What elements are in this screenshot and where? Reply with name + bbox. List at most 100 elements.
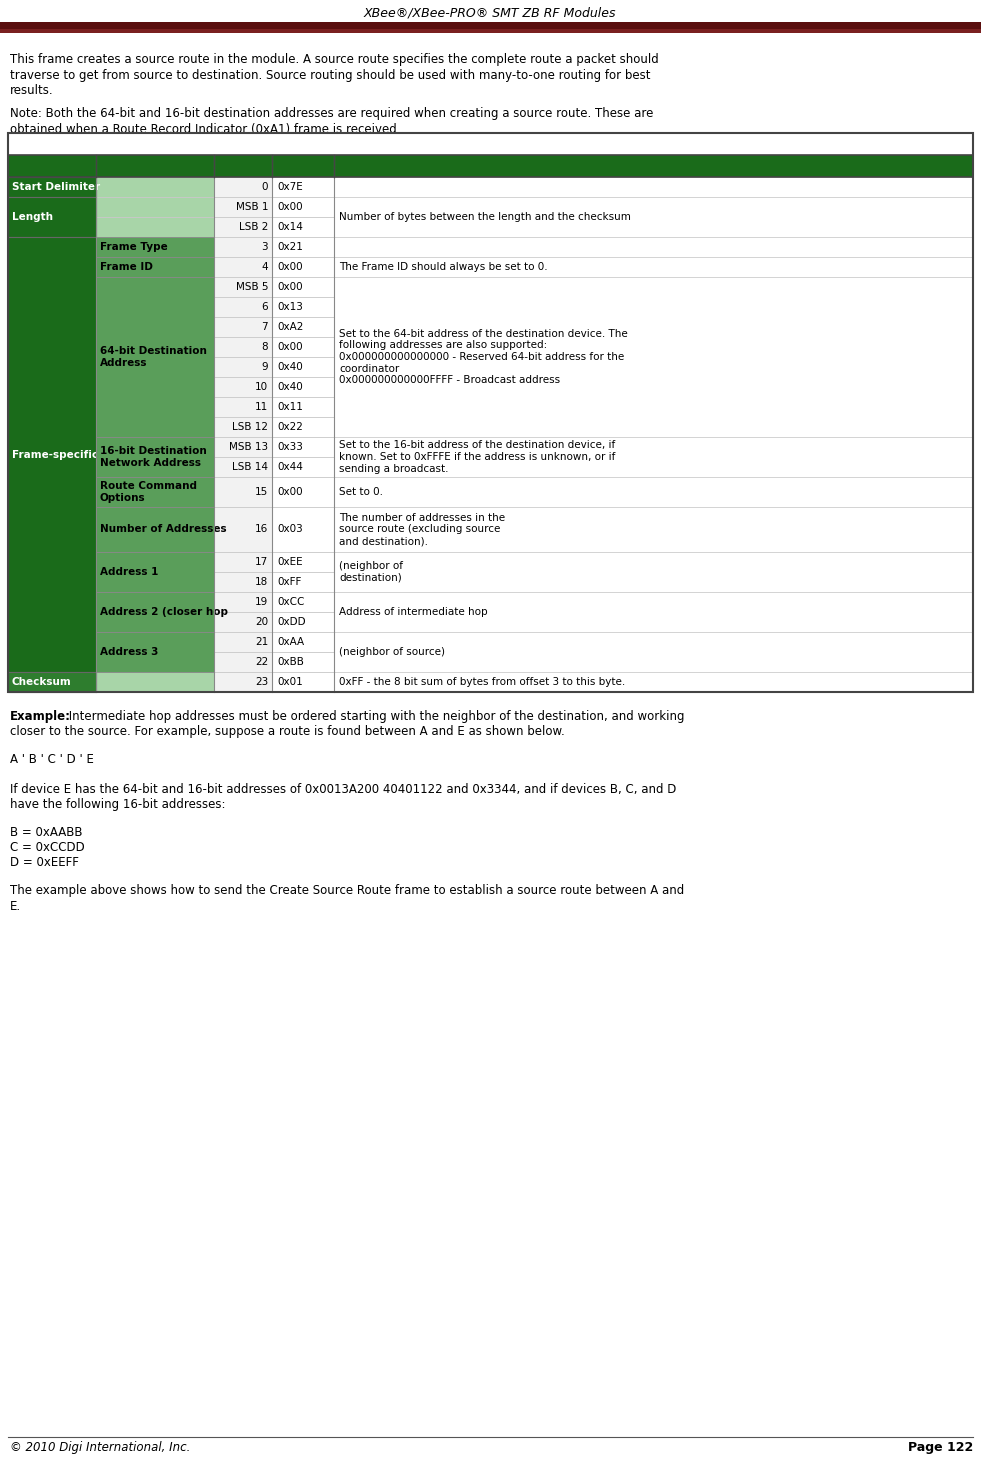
Bar: [334, 277, 973, 437]
Bar: [8, 196, 96, 237]
Bar: [334, 196, 973, 237]
Bar: [8, 672, 96, 691]
Text: 21: 21: [255, 637, 268, 648]
Text: 18: 18: [255, 577, 268, 587]
Text: obtained when a Route Record Indicator (0xA1) frame is received.: obtained when a Route Record Indicator (…: [10, 123, 400, 135]
Bar: [334, 237, 973, 256]
Text: 0x00: 0x00: [277, 486, 302, 497]
Text: 16-bit Destination
Network Address: 16-bit Destination Network Address: [100, 447, 207, 467]
Bar: [96, 507, 214, 552]
Bar: [96, 297, 214, 316]
Text: 0x00: 0x00: [277, 281, 302, 292]
Bar: [334, 507, 973, 552]
Text: Number of bytes between the length and the checksum: Number of bytes between the length and t…: [339, 212, 631, 223]
Bar: [8, 237, 96, 672]
Bar: [272, 217, 334, 237]
Bar: [272, 397, 334, 418]
Text: 0x03: 0x03: [277, 524, 303, 535]
Bar: [334, 337, 973, 357]
Bar: [272, 297, 334, 316]
Bar: [334, 478, 973, 507]
Text: 0xBB: 0xBB: [277, 656, 304, 667]
Bar: [96, 237, 214, 256]
Bar: [214, 672, 272, 691]
Bar: [334, 507, 973, 552]
Bar: [0, 22, 981, 29]
Bar: [96, 316, 214, 337]
Bar: [214, 316, 272, 337]
Bar: [96, 592, 214, 631]
Text: LSB 2: LSB 2: [238, 223, 268, 231]
Text: Offset: Offset: [222, 160, 265, 173]
Text: Example:: Example:: [10, 711, 71, 724]
Bar: [272, 571, 334, 592]
Text: 16: 16: [255, 524, 268, 535]
Text: E.: E.: [10, 900, 22, 913]
Text: Route Command
Options: Route Command Options: [100, 481, 197, 502]
Text: Frame ID: Frame ID: [100, 262, 153, 272]
Bar: [272, 612, 334, 631]
Bar: [96, 672, 214, 691]
Bar: [334, 357, 973, 377]
Bar: [96, 357, 214, 377]
Bar: [334, 552, 973, 571]
Text: 0xFF - the 8 bit sum of bytes from offset 3 to this byte.: 0xFF - the 8 bit sum of bytes from offse…: [339, 677, 625, 687]
Text: 6: 6: [261, 302, 268, 312]
Text: 15: 15: [255, 486, 268, 497]
Text: 0xFF: 0xFF: [277, 577, 301, 587]
Bar: [214, 457, 272, 478]
Bar: [214, 397, 272, 418]
Text: XBee®/XBee-PRO® SMT ZB RF Modules: XBee®/XBee-PRO® SMT ZB RF Modules: [364, 7, 616, 21]
Bar: [272, 507, 334, 552]
Text: D = 0xEEFF: D = 0xEEFF: [10, 857, 78, 870]
Bar: [96, 507, 214, 552]
Bar: [214, 571, 272, 592]
Text: 0xA2: 0xA2: [277, 322, 303, 333]
Bar: [334, 217, 973, 237]
Text: 7: 7: [261, 322, 268, 333]
Bar: [272, 357, 334, 377]
Text: Frame-specific Data: Frame-specific Data: [12, 450, 129, 460]
Text: 0xAA: 0xAA: [277, 637, 304, 648]
Text: 23: 23: [255, 677, 268, 687]
Bar: [334, 316, 973, 337]
Bar: [96, 397, 214, 418]
Text: 0x21: 0x21: [277, 242, 303, 252]
Text: Address 1: Address 1: [100, 567, 158, 577]
Bar: [96, 277, 214, 297]
Bar: [272, 478, 334, 507]
Bar: [8, 177, 96, 196]
Text: have the following 16-bit addresses:: have the following 16-bit addresses:: [10, 798, 226, 812]
Text: MSB 5: MSB 5: [235, 281, 268, 292]
Bar: [0, 29, 981, 34]
Text: results.: results.: [10, 84, 54, 97]
Bar: [214, 418, 272, 437]
Text: Checksum: Checksum: [12, 677, 72, 687]
Bar: [96, 552, 214, 592]
Bar: [272, 337, 334, 357]
Bar: [214, 612, 272, 631]
Bar: [96, 418, 214, 437]
Text: 0x01: 0x01: [277, 677, 303, 687]
Text: If device E has the 64-bit and 16-bit addresses of 0x0013A200 40401122 and 0x334: If device E has the 64-bit and 16-bit ad…: [10, 782, 676, 795]
Text: 0x22: 0x22: [277, 422, 303, 432]
Bar: [272, 592, 334, 612]
Bar: [334, 478, 973, 507]
Bar: [334, 672, 973, 691]
Text: 0xEE: 0xEE: [277, 557, 302, 567]
Text: MSB 1: MSB 1: [235, 202, 268, 212]
Bar: [214, 478, 272, 507]
Bar: [96, 631, 214, 672]
Text: Frame Type: Frame Type: [100, 242, 168, 252]
Bar: [334, 277, 973, 297]
Text: 0: 0: [262, 182, 268, 192]
Bar: [334, 177, 973, 196]
Bar: [214, 357, 272, 377]
Bar: [96, 631, 214, 652]
Text: Note: Both the 64-bit and 16-bit destination addresses are required when creatin: Note: Both the 64-bit and 16-bit destina…: [10, 107, 653, 120]
Bar: [214, 631, 272, 652]
Bar: [96, 592, 214, 612]
Text: This frame creates a source route in the module. A source route specifies the co: This frame creates a source route in the…: [10, 53, 659, 66]
Text: Address of intermediate hop: Address of intermediate hop: [339, 607, 488, 617]
Bar: [334, 552, 973, 592]
